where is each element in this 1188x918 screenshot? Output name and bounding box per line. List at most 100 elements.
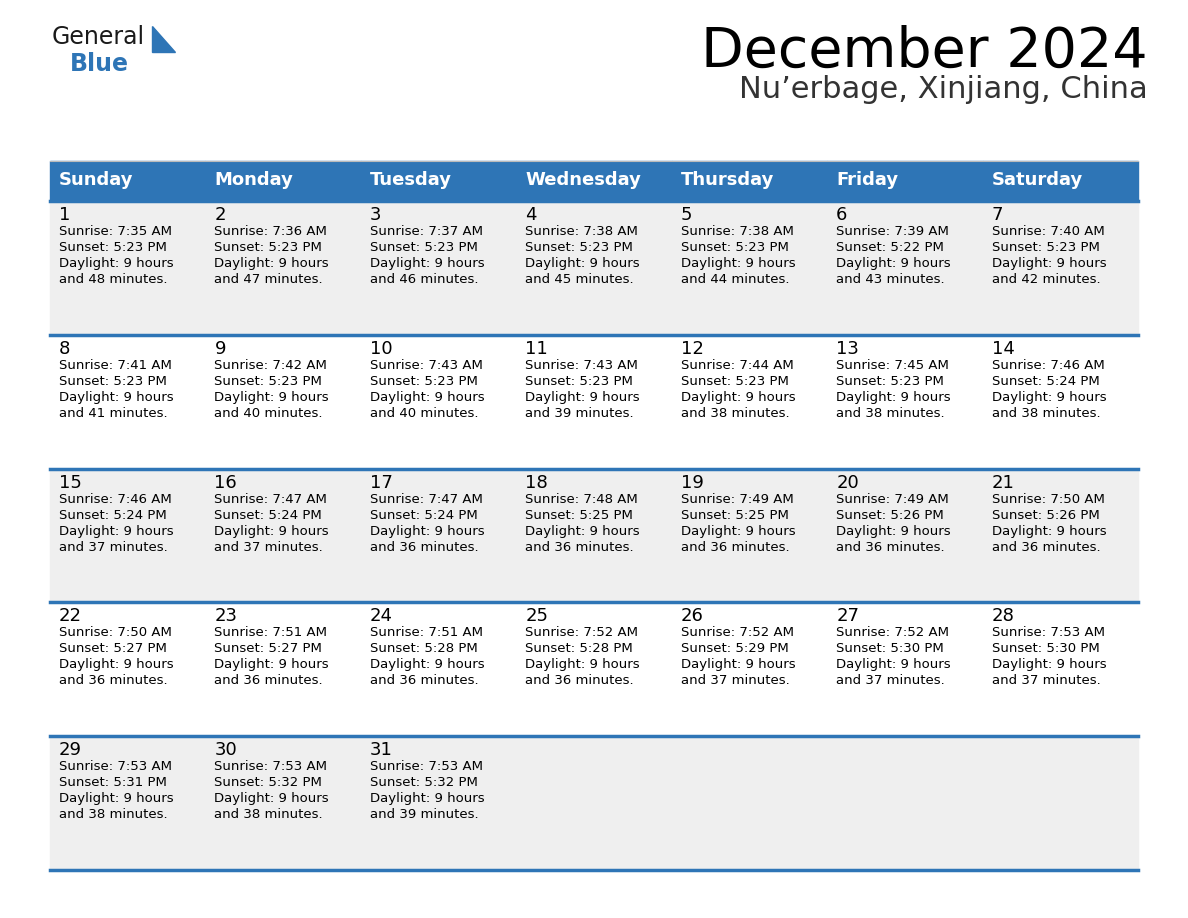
Text: and 43 minutes.: and 43 minutes.: [836, 273, 944, 286]
Text: Sunrise: 7:42 AM: Sunrise: 7:42 AM: [214, 359, 328, 372]
Text: Sunset: 5:23 PM: Sunset: 5:23 PM: [992, 241, 1099, 254]
Text: Daylight: 9 hours: Daylight: 9 hours: [681, 391, 795, 404]
Text: 2: 2: [214, 206, 226, 224]
Text: Daylight: 9 hours: Daylight: 9 hours: [836, 257, 950, 270]
Text: Sunset: 5:23 PM: Sunset: 5:23 PM: [681, 375, 789, 387]
Text: 7: 7: [992, 206, 1003, 224]
Text: Sunset: 5:23 PM: Sunset: 5:23 PM: [681, 241, 789, 254]
Text: 26: 26: [681, 608, 703, 625]
Text: Sunset: 5:23 PM: Sunset: 5:23 PM: [214, 375, 322, 387]
Text: Daylight: 9 hours: Daylight: 9 hours: [525, 658, 640, 671]
Text: Sunrise: 7:50 AM: Sunrise: 7:50 AM: [992, 493, 1105, 506]
Text: Thursday: Thursday: [681, 171, 775, 189]
Text: 17: 17: [369, 474, 393, 492]
Text: 18: 18: [525, 474, 548, 492]
Text: Sunrise: 7:39 AM: Sunrise: 7:39 AM: [836, 225, 949, 238]
Text: Sunrise: 7:53 AM: Sunrise: 7:53 AM: [59, 760, 172, 773]
Text: Daylight: 9 hours: Daylight: 9 hours: [369, 257, 485, 270]
Text: Sunset: 5:25 PM: Sunset: 5:25 PM: [525, 509, 633, 521]
Text: 12: 12: [681, 340, 703, 358]
Text: Sunrise: 7:46 AM: Sunrise: 7:46 AM: [992, 359, 1105, 372]
Text: and 37 minutes.: and 37 minutes.: [836, 675, 944, 688]
Text: Sunset: 5:22 PM: Sunset: 5:22 PM: [836, 241, 944, 254]
Polygon shape: [50, 602, 1138, 736]
Text: Sunset: 5:23 PM: Sunset: 5:23 PM: [59, 375, 166, 387]
Text: Sunset: 5:28 PM: Sunset: 5:28 PM: [369, 643, 478, 655]
Text: Sunrise: 7:52 AM: Sunrise: 7:52 AM: [681, 626, 794, 640]
Text: Daylight: 9 hours: Daylight: 9 hours: [992, 524, 1106, 538]
Text: Sunrise: 7:36 AM: Sunrise: 7:36 AM: [214, 225, 328, 238]
Text: Sunset: 5:27 PM: Sunset: 5:27 PM: [214, 643, 322, 655]
Polygon shape: [982, 161, 1138, 201]
Text: Sunset: 5:23 PM: Sunset: 5:23 PM: [369, 375, 478, 387]
Text: 9: 9: [214, 340, 226, 358]
Polygon shape: [152, 26, 175, 52]
Text: 19: 19: [681, 474, 703, 492]
Text: and 47 minutes.: and 47 minutes.: [214, 273, 323, 286]
Text: 28: 28: [992, 608, 1015, 625]
Text: Sunset: 5:27 PM: Sunset: 5:27 PM: [59, 643, 166, 655]
Text: and 46 minutes.: and 46 minutes.: [369, 273, 479, 286]
Polygon shape: [50, 161, 206, 201]
Text: Daylight: 9 hours: Daylight: 9 hours: [992, 391, 1106, 404]
Text: Sunset: 5:23 PM: Sunset: 5:23 PM: [369, 241, 478, 254]
Text: Daylight: 9 hours: Daylight: 9 hours: [214, 524, 329, 538]
Text: 11: 11: [525, 340, 548, 358]
Text: Nu’erbage, Xinjiang, China: Nu’erbage, Xinjiang, China: [739, 75, 1148, 104]
Text: Daylight: 9 hours: Daylight: 9 hours: [369, 658, 485, 671]
Text: Sunset: 5:24 PM: Sunset: 5:24 PM: [369, 509, 478, 521]
Text: and 39 minutes.: and 39 minutes.: [369, 808, 479, 822]
Text: 20: 20: [836, 474, 859, 492]
Text: Friday: Friday: [836, 171, 898, 189]
Text: 3: 3: [369, 206, 381, 224]
Text: Daylight: 9 hours: Daylight: 9 hours: [369, 524, 485, 538]
Polygon shape: [671, 161, 827, 201]
Text: Sunrise: 7:37 AM: Sunrise: 7:37 AM: [369, 225, 482, 238]
Text: Sunrise: 7:53 AM: Sunrise: 7:53 AM: [992, 626, 1105, 640]
Text: Sunrise: 7:38 AM: Sunrise: 7:38 AM: [681, 225, 794, 238]
Text: Sunrise: 7:53 AM: Sunrise: 7:53 AM: [214, 760, 328, 773]
Text: Sunset: 5:23 PM: Sunset: 5:23 PM: [836, 375, 944, 387]
Polygon shape: [361, 161, 517, 201]
Text: and 48 minutes.: and 48 minutes.: [59, 273, 168, 286]
Text: and 36 minutes.: and 36 minutes.: [369, 541, 479, 554]
Text: Sunset: 5:32 PM: Sunset: 5:32 PM: [369, 777, 478, 789]
Text: and 39 minutes.: and 39 minutes.: [525, 407, 634, 420]
Text: Sunrise: 7:52 AM: Sunrise: 7:52 AM: [525, 626, 638, 640]
Text: Sunrise: 7:51 AM: Sunrise: 7:51 AM: [369, 626, 482, 640]
Text: and 36 minutes.: and 36 minutes.: [836, 541, 944, 554]
Text: Daylight: 9 hours: Daylight: 9 hours: [214, 257, 329, 270]
Text: 16: 16: [214, 474, 238, 492]
Text: and 45 minutes.: and 45 minutes.: [525, 273, 634, 286]
Text: Sunrise: 7:52 AM: Sunrise: 7:52 AM: [836, 626, 949, 640]
Text: 21: 21: [992, 474, 1015, 492]
Text: Daylight: 9 hours: Daylight: 9 hours: [992, 658, 1106, 671]
Text: Daylight: 9 hours: Daylight: 9 hours: [525, 257, 640, 270]
Text: Sunset: 5:30 PM: Sunset: 5:30 PM: [836, 643, 944, 655]
Text: 15: 15: [59, 474, 82, 492]
Text: and 37 minutes.: and 37 minutes.: [992, 675, 1100, 688]
Text: Monday: Monday: [214, 171, 293, 189]
Text: Sunrise: 7:49 AM: Sunrise: 7:49 AM: [681, 493, 794, 506]
Text: Sunrise: 7:43 AM: Sunrise: 7:43 AM: [369, 359, 482, 372]
Text: Daylight: 9 hours: Daylight: 9 hours: [59, 524, 173, 538]
Text: 24: 24: [369, 608, 393, 625]
Text: 30: 30: [214, 741, 238, 759]
Text: 5: 5: [681, 206, 693, 224]
Text: Daylight: 9 hours: Daylight: 9 hours: [681, 524, 795, 538]
Text: and 36 minutes.: and 36 minutes.: [525, 541, 634, 554]
Text: 8: 8: [59, 340, 70, 358]
Text: Sunday: Sunday: [59, 171, 133, 189]
Text: Sunrise: 7:49 AM: Sunrise: 7:49 AM: [836, 493, 949, 506]
Text: Sunrise: 7:38 AM: Sunrise: 7:38 AM: [525, 225, 638, 238]
Text: Daylight: 9 hours: Daylight: 9 hours: [59, 257, 173, 270]
Text: and 36 minutes.: and 36 minutes.: [525, 675, 634, 688]
Text: and 37 minutes.: and 37 minutes.: [59, 541, 168, 554]
Text: Sunrise: 7:46 AM: Sunrise: 7:46 AM: [59, 493, 172, 506]
Text: Wednesday: Wednesday: [525, 171, 642, 189]
Text: Sunset: 5:29 PM: Sunset: 5:29 PM: [681, 643, 789, 655]
Text: Sunset: 5:24 PM: Sunset: 5:24 PM: [59, 509, 166, 521]
Text: Daylight: 9 hours: Daylight: 9 hours: [681, 257, 795, 270]
Text: 1: 1: [59, 206, 70, 224]
Text: Daylight: 9 hours: Daylight: 9 hours: [525, 524, 640, 538]
